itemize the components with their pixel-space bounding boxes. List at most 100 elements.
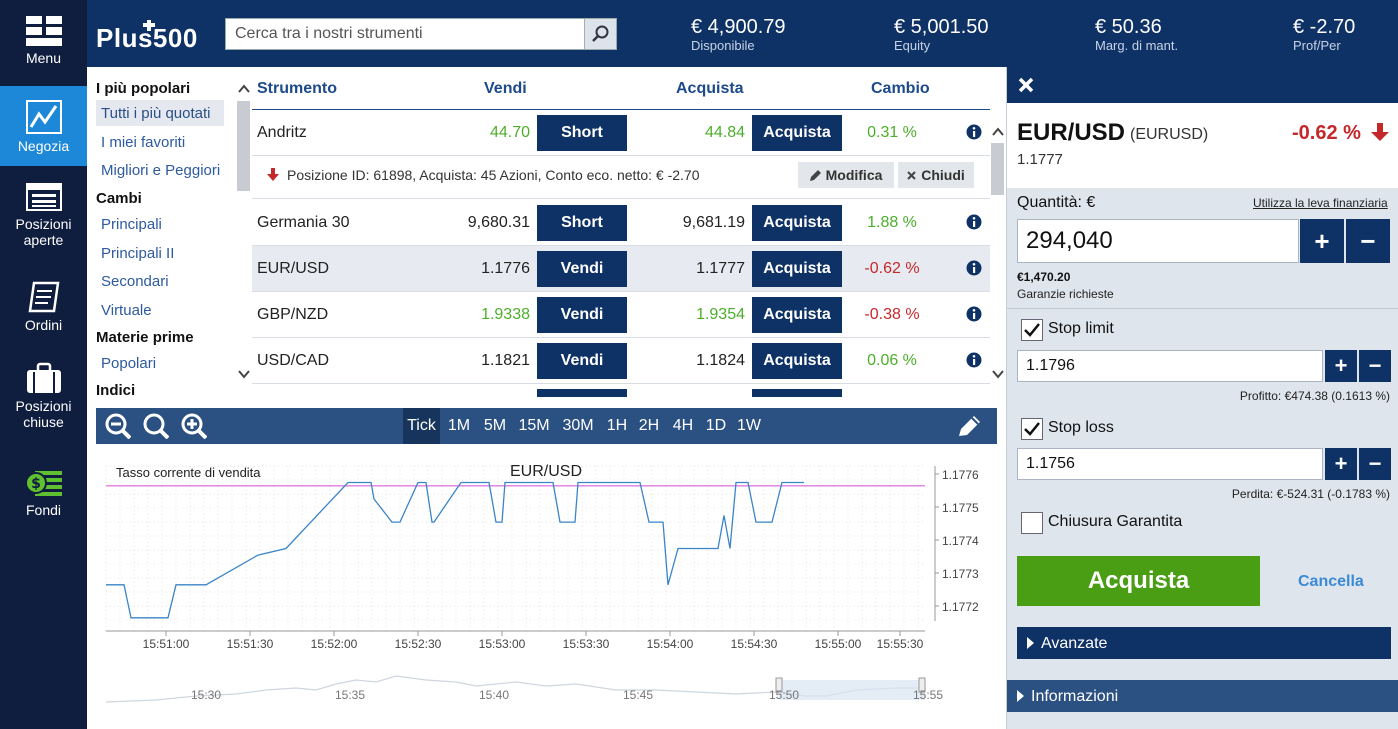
buy-price: 44.84	[704, 124, 745, 141]
timeframe-4h[interactable]: 4H	[672, 417, 694, 434]
info-section[interactable]: Informazioni	[1007, 680, 1398, 712]
info-icon[interactable]	[966, 124, 982, 140]
sell-button[interactable]: Vendi	[537, 297, 627, 333]
x-tick-label: 15:52:30	[395, 637, 442, 651]
buy-button[interactable]: Acquista	[752, 205, 842, 241]
column-header-instrument[interactable]: Strumento	[257, 80, 337, 97]
rail-trade[interactable]: Negozia	[0, 86, 87, 166]
table-row[interactable]: Andritz 44.70 Short 44.84 Acquista 0.31 …	[252, 110, 990, 156]
info-icon[interactable]	[966, 214, 982, 230]
column-header-change[interactable]: Cambio	[871, 80, 930, 97]
category-item-favorites[interactable]: I miei favoriti	[101, 134, 186, 151]
table-row[interactable]: GBP/NZD 1.9338 Vendi 1.9354 Acquista -0.…	[252, 292, 990, 338]
timeframe-1d[interactable]: 1D	[705, 417, 727, 434]
navigator-tick-label: 15:45	[623, 688, 653, 702]
stop-loss-checkbox[interactable]	[1021, 418, 1043, 440]
rail-menu[interactable]: Menu	[0, 16, 87, 80]
advanced-section[interactable]: Avanzate	[1017, 627, 1391, 659]
info-icon[interactable]	[966, 306, 982, 322]
stop-loss-increase-button[interactable]: +	[1325, 448, 1357, 480]
rail-orders[interactable]: Ordini	[0, 281, 87, 341]
timeframe-1w[interactable]: 1W	[737, 417, 761, 434]
column-header-sell[interactable]: Vendi	[484, 80, 527, 97]
search-button[interactable]	[584, 19, 616, 49]
buy-button[interactable]: Acquista	[752, 343, 842, 379]
timeframe-1h[interactable]: 1H	[606, 417, 628, 434]
confirm-buy-button[interactable]: Acquista	[1017, 556, 1260, 606]
category-heading: Indici	[96, 382, 136, 397]
position-summary: Posizione ID: 61898, Acquista: 45 Azioni…	[287, 167, 700, 183]
price-chart[interactable]: Tasso corrente di vendita EUR/USD 1.1776 1.…	[96, 444, 997, 729]
short-button[interactable]: Short	[537, 205, 627, 241]
search-box[interactable]	[225, 18, 617, 50]
trade-panel-header	[1007, 67, 1398, 103]
rail-closed-positions[interactable]: Posizioni chiuse	[0, 362, 87, 438]
timeframe-tick[interactable]: Tick	[403, 408, 440, 444]
info-icon[interactable]	[966, 260, 982, 276]
category-item-virtual[interactable]: Virtuale	[101, 302, 152, 319]
search-input[interactable]	[226, 19, 581, 49]
stop-limit-increase-button[interactable]: +	[1325, 350, 1357, 382]
category-selected-bg	[96, 100, 224, 126]
info-icon[interactable]	[966, 352, 982, 368]
category-item-popular[interactable]: Popolari	[101, 355, 157, 372]
chart-subtitle: Tasso corrente di vendita	[116, 465, 261, 480]
buy-button[interactable]: Acquista	[752, 115, 842, 151]
instruments-table: Strumento Vendi Acquista Cambio Andritz …	[252, 67, 1006, 397]
timeframe-15m[interactable]: 15M	[518, 417, 550, 434]
table-row[interactable]: Germania 30 9,680.31 Short 9,681.19 Acqu…	[252, 200, 990, 246]
rail-menu-label: Menu	[25, 50, 62, 66]
quantity-increase-button[interactable]: +	[1300, 219, 1344, 263]
stat-available-value: € 4,900.79	[691, 16, 786, 38]
leverage-link[interactable]: Utilizza la leva finanziaria	[1253, 196, 1388, 210]
table-scrollbar[interactable]	[990, 67, 1006, 397]
quantity-decrease-button[interactable]: −	[1346, 219, 1390, 263]
stop-limit-decrease-button[interactable]: −	[1359, 350, 1391, 382]
menu-grid-icon	[25, 16, 62, 46]
chevron-right-icon	[1017, 690, 1024, 702]
stop-loss-input[interactable]	[1017, 448, 1323, 480]
table-row[interactable]: USD/CAD 1.1821 Vendi 1.1824 Acquista 0.0…	[252, 338, 990, 384]
zoom-out-icon[interactable]	[105, 413, 131, 439]
close-icon[interactable]	[1018, 77, 1034, 93]
zoom-reset-icon[interactable]	[143, 413, 169, 439]
buy-button[interactable]: Acquista	[752, 297, 842, 333]
buy-price: 9,681.19	[682, 214, 745, 231]
column-header-buy[interactable]: Acquista	[676, 80, 744, 97]
rail-funds[interactable]: $ Fondi	[0, 468, 87, 528]
quantity-label: Quantità: €	[1017, 194, 1096, 211]
category-item-main[interactable]: Principali	[101, 216, 162, 233]
x-tick-label: 15:53:30	[563, 637, 610, 651]
timeframe-30m[interactable]: 30M	[562, 417, 594, 434]
zoom-in-icon[interactable]	[181, 413, 207, 439]
guaranteed-stop-checkbox[interactable]	[1021, 512, 1043, 534]
quantity-input[interactable]	[1017, 219, 1299, 263]
sell-button[interactable]: Vendi	[537, 343, 627, 379]
rail-closed-positions-label: Posizioni chiuse	[15, 398, 72, 430]
category-item-main-ii[interactable]: Principali II	[101, 245, 175, 262]
sell-button[interactable]: Vendi	[537, 251, 627, 287]
modify-button[interactable]: Modifica	[798, 162, 894, 188]
short-button[interactable]: Short	[537, 115, 627, 151]
timeframe-5m[interactable]: 5M	[483, 417, 507, 434]
timeframe-1m[interactable]: 1M	[447, 417, 471, 434]
position-row: Posizione ID: 61898, Acquista: 45 Azioni…	[252, 155, 990, 199]
category-item-top-quoted[interactable]: Tutti i più quotati	[101, 105, 211, 122]
category-item-secondary[interactable]: Secondari	[101, 273, 169, 290]
stop-limit-input[interactable]	[1017, 350, 1323, 382]
close-position-button[interactable]: Chiudi	[898, 162, 974, 188]
navigator-tick-label: 15:30	[191, 688, 221, 702]
stop-loss-decrease-button[interactable]: −	[1359, 448, 1391, 480]
pencil-draw-icon[interactable]	[957, 414, 983, 438]
timeframe-2h[interactable]: 2H	[638, 417, 660, 434]
plus500-logo: Plus500	[95, 19, 217, 53]
table-row-selected[interactable]: EUR/USD 1.1776 Vendi 1.1777 Acquista -0.…	[252, 246, 990, 292]
rail-open-positions[interactable]: Posizioni aperte	[0, 182, 87, 258]
buy-button[interactable]: Acquista	[752, 251, 842, 287]
cancel-button[interactable]: Cancella	[1298, 573, 1364, 590]
category-scrollbar[interactable]	[236, 67, 252, 397]
stop-limit-checkbox[interactable]	[1021, 319, 1043, 341]
y-tick-label: 1.1774	[942, 534, 979, 548]
close-position-label: Chiudi	[921, 167, 965, 183]
category-item-best-worst[interactable]: Migliori e Peggiori	[101, 162, 221, 179]
